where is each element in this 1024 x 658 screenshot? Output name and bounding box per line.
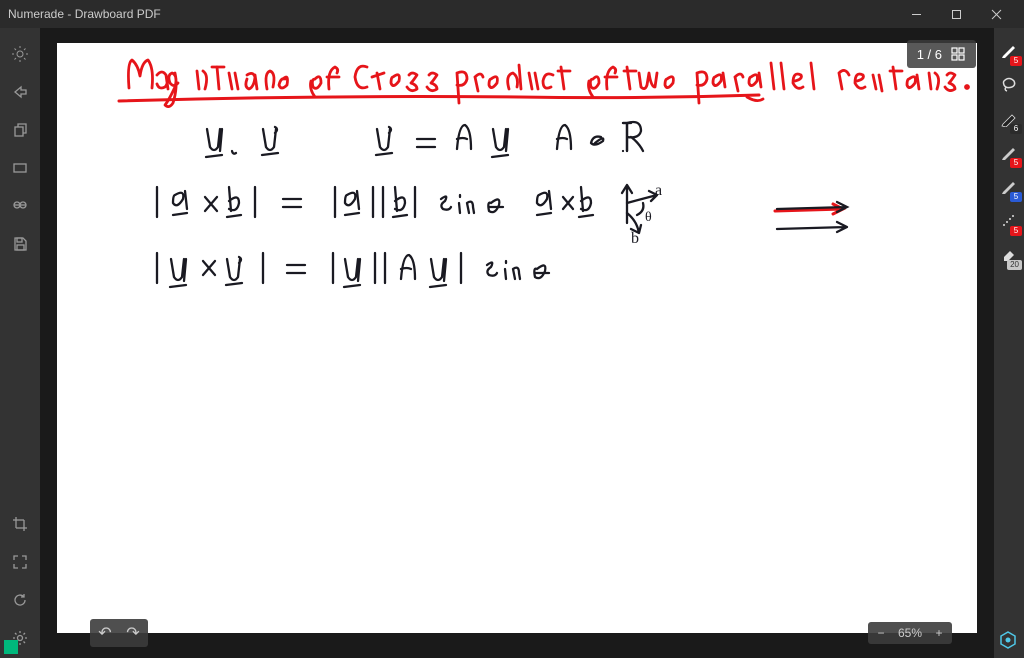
refresh-icon[interactable] xyxy=(0,582,40,618)
zoom-value: 65% xyxy=(898,626,922,640)
back-icon[interactable] xyxy=(0,74,40,110)
bottom-toolbar: ↶ ↷ − 65% + xyxy=(90,618,952,648)
save-icon[interactable] xyxy=(0,226,40,262)
page-counter[interactable]: 1 / 6 xyxy=(907,40,976,68)
maximize-button[interactable] xyxy=(936,0,976,28)
undo-button[interactable]: ↶ xyxy=(96,623,114,643)
document-canvas[interactable]: a b θ xyxy=(57,43,977,633)
lasso-tool[interactable] xyxy=(994,68,1024,100)
tool-badge: 5 xyxy=(1010,192,1022,202)
left-sidebar xyxy=(0,28,40,658)
close-button[interactable] xyxy=(976,0,1016,28)
pen-tool[interactable]: 5 xyxy=(994,34,1024,66)
taskbar-indicator xyxy=(4,640,18,654)
zoom-in-button[interactable]: + xyxy=(932,626,946,640)
undo-redo-group: ↶ ↷ xyxy=(90,619,148,647)
handwriting-layer: a b θ xyxy=(57,43,977,633)
search-icon[interactable] xyxy=(0,188,40,224)
crop-icon[interactable] xyxy=(0,506,40,542)
window-title: Numerade - Drawboard PDF xyxy=(8,7,896,21)
main-area: a b θ xyxy=(0,28,1024,658)
dotted-tool[interactable]: 5 xyxy=(994,204,1024,236)
redo-button[interactable]: ↷ xyxy=(124,623,142,643)
tool-badge: 5 xyxy=(1010,158,1022,168)
app-logo-icon xyxy=(998,630,1018,650)
pen3-tool[interactable]: 5 xyxy=(994,170,1024,202)
canvas-container: a b θ xyxy=(40,28,994,658)
tool-badge: 5 xyxy=(1010,56,1022,66)
svg-text:a: a xyxy=(655,182,662,199)
marker-tool[interactable]: 6 xyxy=(994,102,1024,134)
right-sidebar: 5 6 5 5 5 20 xyxy=(994,28,1024,658)
tool-badge: 20 xyxy=(1007,260,1022,270)
zoom-out-button[interactable]: − xyxy=(874,626,888,640)
eraser-tool[interactable]: 20 xyxy=(994,238,1024,270)
tool-badge: 5 xyxy=(1010,226,1022,236)
grid-icon xyxy=(950,46,966,62)
tool-badge: 6 xyxy=(1010,124,1022,134)
title-bar: Numerade - Drawboard PDF xyxy=(0,0,1024,28)
minimize-button[interactable] xyxy=(896,0,936,28)
sun-icon[interactable] xyxy=(0,36,40,72)
svg-text:θ: θ xyxy=(645,210,652,225)
page-counter-text: 1 / 6 xyxy=(917,47,942,62)
svg-text:b: b xyxy=(631,230,639,247)
copy-icon[interactable] xyxy=(0,112,40,148)
pen2-tool[interactable]: 5 xyxy=(994,136,1024,168)
rect-icon[interactable] xyxy=(0,150,40,186)
zoom-control: − 65% + xyxy=(868,622,952,644)
fullscreen-icon[interactable] xyxy=(0,544,40,580)
